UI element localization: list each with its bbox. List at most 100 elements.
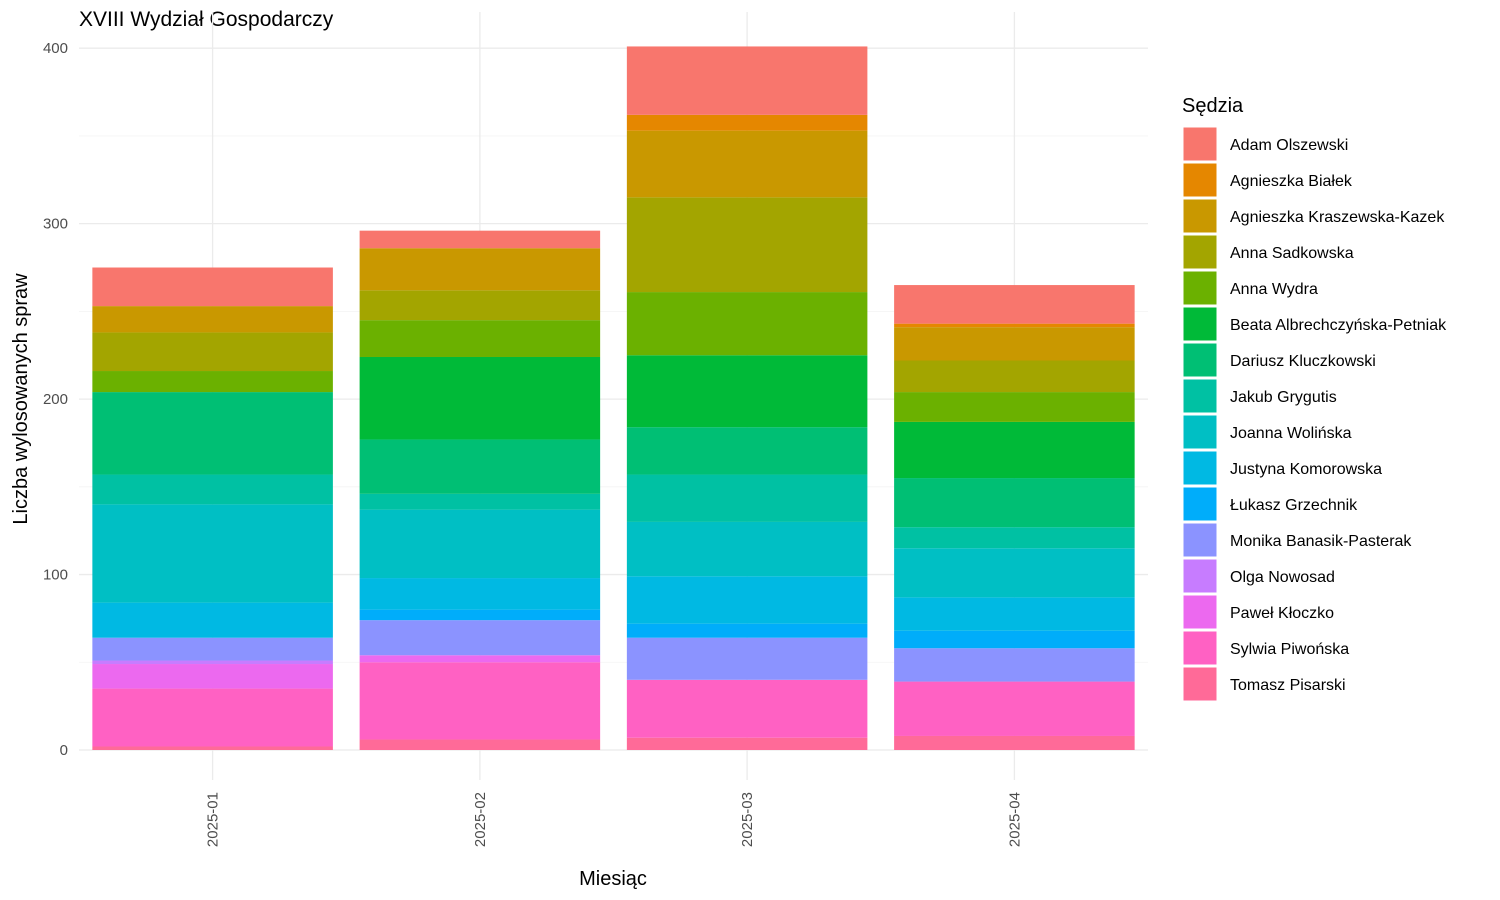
bar-segment (359, 320, 601, 357)
bar-segment (894, 597, 1135, 631)
chart-title: XVIII Wydział Gospodarczy (79, 8, 334, 31)
bar-segment (626, 197, 868, 293)
bar-segment (92, 474, 333, 505)
bar-segment (92, 688, 333, 747)
bar-segment (894, 648, 1135, 682)
legend-key (1182, 234, 1218, 270)
bar-segment (626, 46, 868, 115)
bar-segment (92, 637, 333, 661)
bar-segment (626, 521, 868, 577)
legend-key (1182, 486, 1218, 522)
bar-segment (359, 290, 601, 321)
legend-label: Agnieszka Kraszewska-Kazek (1230, 209, 1445, 226)
bar-segment (359, 493, 601, 510)
bar-segment (894, 681, 1135, 736)
x-tick-label: 2025-04 (1006, 792, 1023, 847)
legend-key (1182, 378, 1218, 414)
bar-segment (626, 292, 868, 356)
legend-key (1182, 342, 1218, 378)
legend-label: Monika Banasik-Pasterak (1230, 533, 1412, 550)
bar-segment (626, 737, 868, 750)
bar-segment (894, 421, 1135, 479)
bar-segment (92, 504, 333, 603)
legend-label: Anna Sadkowska (1230, 245, 1354, 262)
bar-segment (92, 371, 333, 393)
x-tick-label: 2025-02 (472, 792, 489, 847)
legend-label: Anna Wydra (1230, 281, 1318, 298)
legend-key (1182, 270, 1218, 306)
legend-label: Sylwia Piwońska (1230, 641, 1349, 658)
bar-segment (359, 248, 601, 291)
legend-key (1182, 630, 1218, 666)
legend-label: Łukasz Grzechnik (1230, 497, 1358, 514)
legend-label: Paweł Kłoczko (1230, 605, 1334, 622)
legend-items: Adam Olszewski Agnieszka Białek Agnieszka … (1182, 126, 1447, 702)
y-axis-ticks: 0 100 200 300 400 (43, 40, 68, 759)
legend-label: Jakub Grygutis (1230, 389, 1337, 406)
bar-segment (626, 130, 868, 198)
bar-segment (359, 620, 601, 656)
legend-label: Dariusz Kluczkowski (1230, 353, 1376, 370)
bar-segment (626, 427, 868, 475)
bar-segment (894, 548, 1135, 598)
legend-key (1182, 558, 1218, 594)
y-tick-label: 400 (43, 40, 68, 57)
bar-segment (359, 509, 601, 579)
bar-segment (359, 356, 601, 440)
legend-label: Beata Albrechczyńska-Petniak (1230, 317, 1447, 334)
y-tick-label: 200 (43, 391, 68, 408)
bar-segment (626, 355, 868, 428)
bar-segment (92, 664, 333, 689)
bar-segment (894, 285, 1135, 324)
legend-key (1182, 414, 1218, 450)
bar-segment (894, 327, 1135, 361)
bar-segment (92, 306, 333, 333)
bar-segment (894, 735, 1135, 750)
bar-segment (359, 662, 601, 740)
bar-segment (894, 527, 1135, 549)
x-axis-title: Miesiąc (579, 868, 647, 890)
bar-segment (894, 630, 1135, 649)
y-tick-label: 100 (43, 567, 68, 584)
bar-segment (894, 478, 1135, 528)
legend-key (1182, 666, 1218, 702)
bar-segment (626, 474, 868, 522)
legend-key (1182, 126, 1218, 162)
bars (92, 46, 1135, 750)
bar-segment (359, 655, 601, 663)
bar-segment (92, 746, 333, 750)
legend-key (1182, 450, 1218, 486)
bar-segment (626, 114, 868, 131)
legend-key (1182, 162, 1218, 198)
bar-segment (359, 609, 601, 621)
bar-segment (626, 679, 868, 738)
bar-segment (359, 439, 601, 494)
legend-label: Adam Olszewski (1230, 137, 1348, 154)
y-tick-label: 300 (43, 216, 68, 233)
x-axis-ticks: 2025-01 2025-02 2025-03 2025-04 (205, 792, 1024, 847)
legend-label: Olga Nowosad (1230, 569, 1335, 586)
bar-segment (626, 576, 868, 624)
legend: Sędzia Adam Olszewski Agnieszka Białek Agn… (1182, 95, 1447, 702)
y-tick-label: 0 (60, 742, 68, 759)
bar-segment (359, 578, 601, 610)
legend-label: Justyna Komorowska (1230, 461, 1382, 478)
legend-label: Tomasz Pisarski (1230, 677, 1346, 694)
x-tick-label: 2025-01 (205, 792, 222, 847)
y-axis-title: Liczba wylosowanych spraw (10, 273, 32, 525)
bar-segment (92, 602, 333, 638)
bar-segment (359, 739, 601, 750)
x-tick-label: 2025-03 (739, 792, 756, 847)
bar-segment (626, 623, 868, 638)
bar-segment (894, 360, 1135, 393)
legend-key (1182, 522, 1218, 558)
bar-segment (92, 660, 333, 665)
bar-segment (626, 637, 868, 680)
bar-segment (92, 332, 333, 372)
legend-key (1182, 306, 1218, 342)
legend-key (1182, 594, 1218, 630)
legend-label: Agnieszka Białek (1230, 173, 1353, 190)
bar-segment (92, 267, 333, 307)
bar-segment (359, 230, 601, 249)
